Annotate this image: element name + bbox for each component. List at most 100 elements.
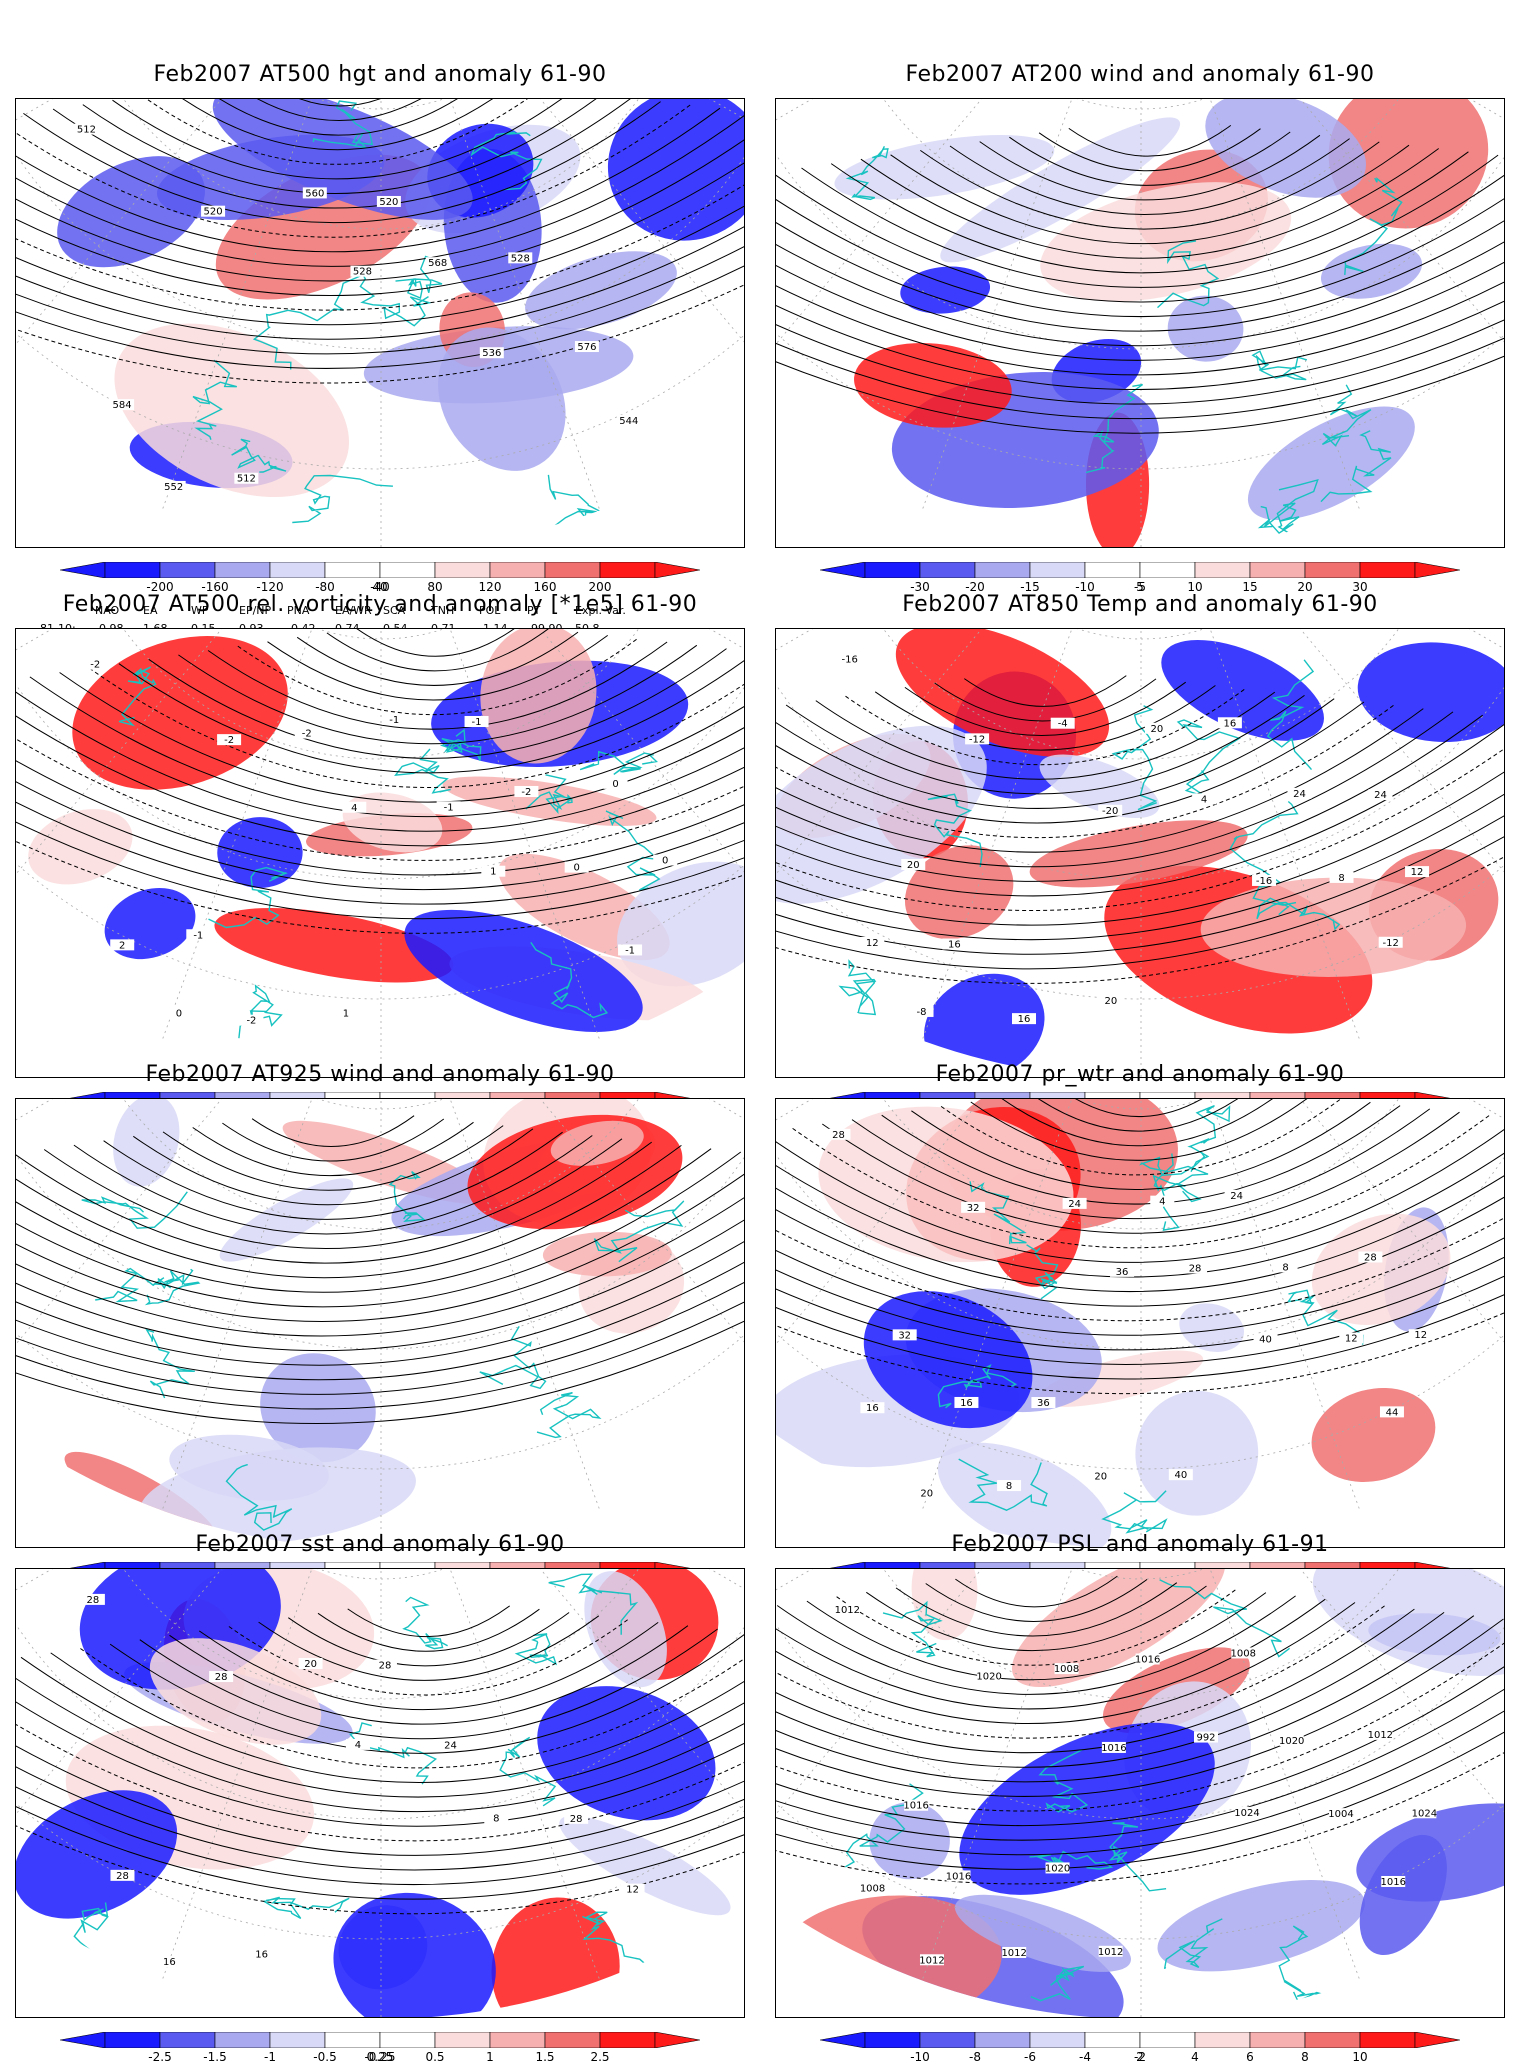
contour-label: 1024 [1234, 1808, 1259, 1819]
contour-label: -12 [969, 734, 985, 745]
contour-label: 16 [948, 939, 961, 950]
contour-label: 1012 [1001, 1948, 1026, 1959]
colorbar-tick-label: 8 [1301, 2050, 1309, 2064]
map-frame: 512 520 528 536 544 552 560 568 576 584 512 520 528 [15, 98, 745, 548]
panel-title: Feb2007 PSL and anomaly 61-91 [951, 1532, 1329, 1557]
anomaly-shading [1247, 406, 1415, 521]
anomaly-shading [776, 725, 987, 904]
colorbar-segment [1084, 2032, 1141, 2048]
contour-label: 36 [1037, 1398, 1050, 1409]
colorbar-tick-label: -5 [1134, 580, 1146, 594]
contour-label: 12 [1411, 867, 1424, 878]
colorbar [820, 2032, 1460, 2048]
graticule [16, 629, 744, 1077]
contour-label: 1012 [919, 1955, 944, 1966]
teleconnection-name: PNA [287, 604, 310, 617]
colorbar-segment [104, 562, 161, 578]
colorbar-ticks: -200 -160 -120 -80 -40 40 80 120 160 200 [60, 580, 700, 598]
colorbar-segment [269, 2032, 326, 2048]
anomaly-shading [1011, 1569, 1226, 1688]
panel-title: Feb2007 AT500 hgt and anomaly 61-90 [153, 62, 607, 87]
colorbar-tick-label: 6 [1246, 2050, 1254, 2064]
colorbar-segment [269, 562, 326, 578]
colorbar-tick-label: 120 [478, 580, 502, 594]
anomaly-shading [260, 1353, 376, 1463]
colorbar-segment [1029, 2032, 1086, 2048]
contour-label: -2 [224, 735, 234, 746]
colorbar-tick-label: 40 [372, 580, 388, 594]
colorbar-segment [1139, 2032, 1196, 2048]
contour-label: 1012 [1368, 1730, 1393, 1741]
contour-label: 20 [920, 1489, 933, 1500]
contour-label: 528 [353, 267, 372, 278]
anomaly-shading [911, 1569, 978, 1641]
contour-label: -2 [302, 729, 312, 740]
anomaly-shading [1157, 1879, 1365, 1972]
anomaly-shading [1359, 1834, 1447, 1956]
colorbar-tick-label: -0.5 [313, 2050, 337, 2064]
anomaly-shading [219, 1178, 354, 1262]
map-plot: -2 -2 4 1 -1 0 -2 -1 0 2 -2 -1 -2 0 -1 1 -1 0 [16, 629, 744, 1077]
contour-label: 24 [1293, 789, 1306, 800]
colorbar-tick-label: -4 [1079, 2050, 1091, 2064]
contour-label: 24 [1068, 1199, 1081, 1210]
contour-label: 1024 [1412, 1808, 1437, 1819]
contour-label: 1016 [1101, 1743, 1126, 1754]
contour-label: 1008 [1054, 1664, 1079, 1675]
contour-label: 16 [255, 1950, 268, 1961]
colorbar-arrow-low [820, 2032, 866, 2048]
map-plot [776, 99, 1504, 547]
map-frame: 28 28 4 8 12 16 20 24 28 28 16 28 [15, 1568, 745, 2018]
contour-label: 8 [1006, 1481, 1012, 1492]
colorbar-tick-label: 80 [427, 580, 443, 594]
map-plot: 28 32 36 40 44 20 24 28 12 16 8 4 8 12 16 20 24 28 32 36 40 [776, 1099, 1504, 1547]
anomaly-shading [28, 809, 133, 885]
colorbar-segment [974, 562, 1031, 578]
contour-label: 1016 [946, 1871, 971, 1882]
contour-label: 0 [612, 779, 618, 790]
contour-label: 1020 [976, 1671, 1001, 1682]
anomaly-shading [404, 909, 643, 1032]
anomaly-shading [537, 1686, 716, 1821]
contour-label: 2 [119, 940, 125, 951]
colorbar-ticks: -30 -20 -15 -10 -5 5 10 15 20 30 [820, 580, 1460, 598]
map-frame [775, 98, 1505, 548]
colorbar-segment [544, 562, 601, 578]
map-frame: 1012 1020 1016 1024 1016 1012 1008 992 1004 1008 1… [775, 1568, 1505, 2018]
contour-label: 44 [1386, 1407, 1399, 1418]
anomaly-shading [1039, 754, 1160, 819]
anomaly-shading [1311, 1213, 1451, 1325]
anomaly-shading [1135, 1390, 1259, 1516]
contour-label: 28 [116, 1871, 129, 1882]
map-frame: -16 -12 -20 -16 -12 -8 -4 4 8 12 16 20 24 12 16 20 16 24 2… [775, 628, 1505, 1078]
colorbar-tick-label: -30 [910, 580, 930, 594]
contour-label: 28 [215, 1672, 228, 1683]
anomaly-shading [607, 99, 744, 241]
anomaly-shading [342, 792, 443, 853]
colorbar-segment [1084, 562, 1141, 578]
colorbar-tick-label: -20 [965, 580, 985, 594]
colorbar [820, 562, 1460, 578]
contour-label: -8 [917, 1007, 927, 1018]
contour-label: 0 [573, 863, 579, 874]
colorbar-tick-label: -10 [910, 2050, 930, 2064]
streamlines [16, 1115, 744, 1425]
colorbar-tick-label: 2 [1136, 2050, 1144, 2064]
contour-label: 16 [866, 1403, 879, 1414]
anomaly-shading [1328, 99, 1489, 229]
contour-label: 1008 [860, 1883, 885, 1894]
map-plot: 512 520 528 536 544 552 560 568 576 584 512 520 528 [16, 99, 744, 547]
contour-label: 1020 [1045, 1863, 1070, 1874]
contour-label: 16 [960, 1398, 973, 1409]
map-frame: 28 32 36 40 44 20 24 28 12 16 8 4 8 12 16 20 24 28 32 36 40 [775, 1098, 1505, 1548]
contour-label: -12 [1383, 938, 1399, 949]
contour-label: 28 [379, 1661, 392, 1672]
colorbar-tick-label: 0.5 [425, 2050, 445, 2064]
contour-label: 1 [343, 1008, 349, 1019]
anomaly-shading [617, 861, 744, 987]
graticule [776, 629, 1504, 1077]
anomaly-shading [438, 327, 566, 471]
colorbar-tick-label: -40 [370, 580, 390, 594]
teleconnection-name: SCA [383, 604, 406, 617]
contour-label: 28 [87, 1595, 100, 1606]
